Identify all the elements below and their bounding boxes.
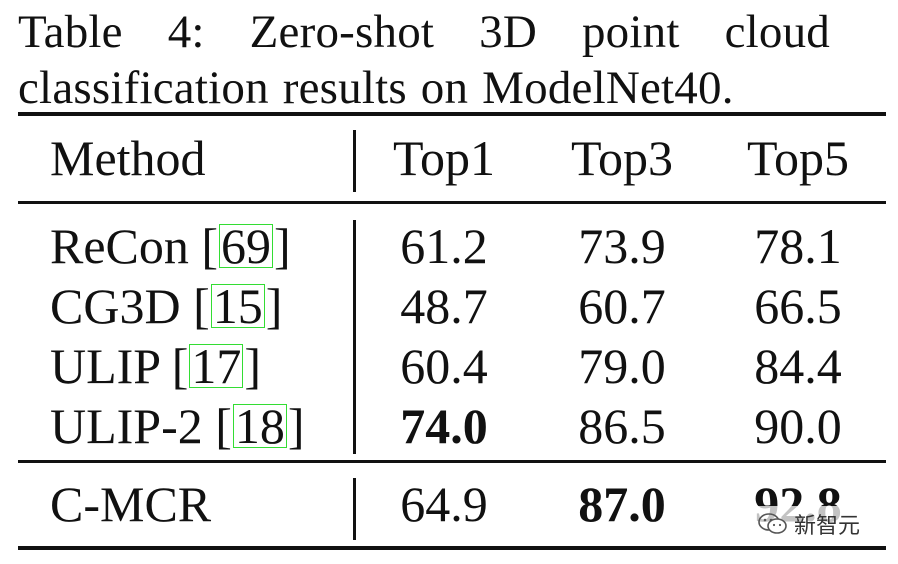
body-column-separator (353, 220, 356, 454)
bottom-rule (18, 546, 886, 550)
citation-link[interactable]: 69 (219, 218, 274, 274)
method-name: ReCon [ (50, 218, 219, 274)
table-caption: Table 4: Zero-shot 3D point cloud classi… (18, 4, 830, 116)
cell-top1: 60.4 (400, 338, 488, 394)
header-method: Method (50, 130, 206, 186)
ours-top1: 64.9 (400, 476, 488, 532)
cell-top5: 78.1 (754, 218, 842, 274)
header-rule (18, 201, 886, 204)
bracket: ] (244, 338, 262, 394)
method-name: CG3D [ (50, 278, 210, 334)
cell-top5: 90.0 (754, 398, 842, 454)
cell-top3: 79.0 (578, 338, 666, 394)
ours-method: C-MCR (50, 476, 212, 532)
caption-line-1: Table 4: Zero-shot 3D point cloud (18, 6, 830, 58)
header-column-separator (353, 130, 356, 192)
header-top1: Top1 (392, 130, 496, 186)
bracket: ] (274, 218, 291, 274)
method-name: ULIP [ (50, 338, 189, 394)
ours-column-separator (353, 478, 356, 540)
cell-top1: 48.7 (400, 278, 488, 334)
table-row-method: CG3D [15] (50, 276, 282, 336)
table-row-method: ReCon [69] (50, 216, 291, 276)
cell-top3: 60.7 (578, 278, 666, 334)
bracket: ] (265, 278, 283, 334)
wechat-logo-icon (758, 512, 788, 536)
table-row-method: ULIP-2 [18] (50, 396, 305, 456)
caption-line-2: classification results on ModelNet40. (18, 62, 734, 114)
citation-link[interactable]: 17 (189, 338, 244, 394)
top-rule (18, 112, 886, 116)
bracket: ] (287, 398, 305, 454)
watermark-text: 新智元 (794, 514, 861, 539)
citation-link[interactable]: 15 (210, 278, 265, 334)
citation-link[interactable]: 18 (232, 398, 287, 454)
ours-rule (18, 460, 886, 463)
cell-top3: 86.5 (578, 398, 666, 454)
cell-top5: 66.5 (754, 278, 842, 334)
cell-top1: 61.2 (400, 218, 488, 274)
ours-top3-best: 87.0 (578, 476, 666, 532)
cell-top3: 73.9 (578, 218, 666, 274)
header-top3: Top3 (570, 130, 674, 186)
header-top5: Top5 (746, 130, 850, 186)
method-name: ULIP-2 [ (50, 398, 232, 454)
cell-top5: 84.4 (754, 338, 842, 394)
cell-top1-best: 74.0 (400, 398, 488, 454)
table-row-method: ULIP [17] (50, 336, 261, 396)
watermark: 新智元 (752, 506, 867, 542)
